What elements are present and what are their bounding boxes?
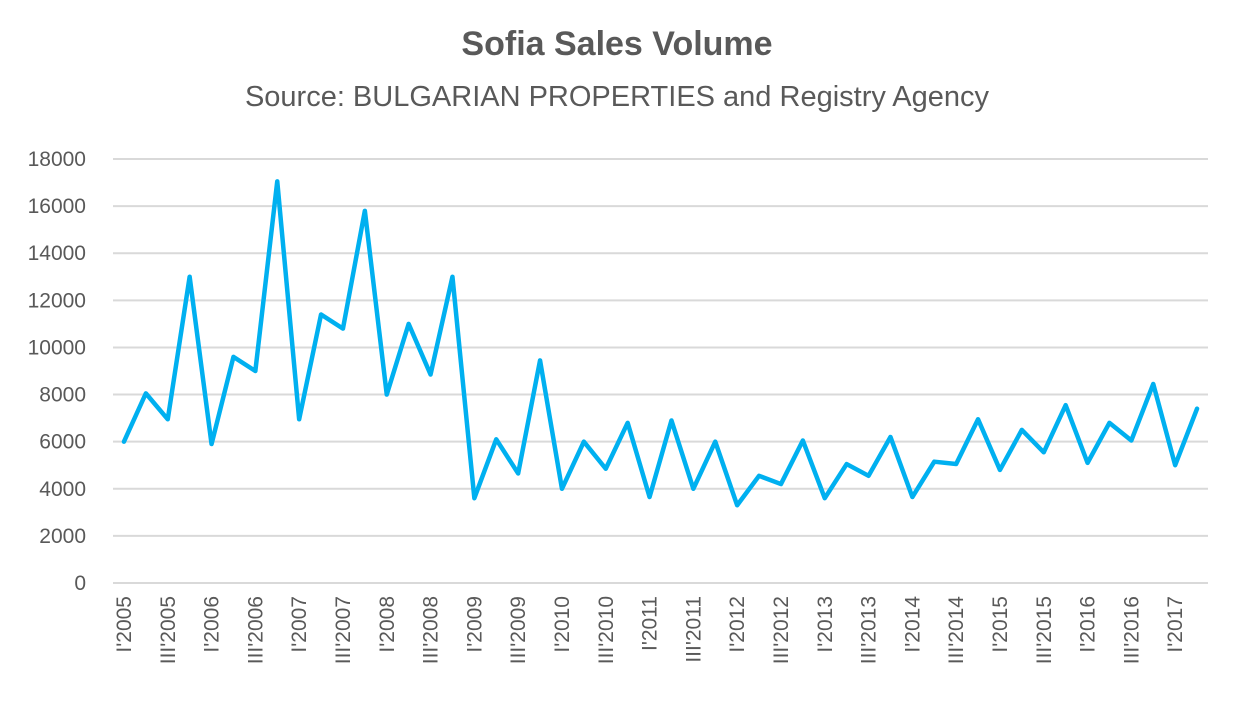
x-tick-label: III'2006: [244, 596, 267, 664]
x-tick-label: III'2010: [595, 596, 618, 664]
y-tick-label: 4000: [39, 478, 86, 501]
x-tick-label: I'2015: [989, 596, 1012, 653]
y-tick-label: 12000: [28, 289, 86, 312]
x-tick-label: III'2011: [682, 596, 705, 663]
x-tick-label: I'2010: [551, 596, 574, 653]
x-tick-label: I'2005: [113, 596, 136, 653]
x-tick-label: I'2007: [288, 596, 311, 653]
x-tick-label: I'2013: [814, 596, 837, 653]
x-tick-label: III'2009: [507, 596, 530, 664]
x-tick-label: I'2011: [639, 596, 662, 651]
x-tick-label: I'2009: [463, 596, 486, 653]
y-tick-label: 0: [74, 572, 86, 595]
x-tick-label: I'2012: [726, 596, 749, 653]
y-tick-label: 8000: [39, 384, 86, 407]
x-tick-label: III'2007: [332, 596, 355, 664]
x-tick-label: III'2013: [858, 596, 881, 664]
x-tick-label: I'2016: [1077, 596, 1100, 653]
chart-subtitle: Source: BULGARIAN PROPERTIES and Registr…: [245, 81, 990, 113]
x-tick-label: III'2016: [1120, 596, 1143, 664]
x-tick-label: III'2014: [945, 596, 968, 665]
chart-title: Sofia Sales Volume: [461, 25, 772, 63]
x-tick-label: I'2008: [376, 596, 399, 653]
y-tick-label: 14000: [28, 242, 86, 265]
y-axis-ticks: 0 2000 4000 6000 8000 10000 12000 14000 16000 180…: [28, 148, 86, 595]
gridlines: [113, 158, 1208, 584]
y-tick-label: 2000: [39, 525, 86, 548]
series-layer: [121, 179, 1200, 508]
y-tick-label: 10000: [28, 336, 86, 359]
series-line: [121, 179, 1200, 508]
x-tick-label: III'2015: [1033, 596, 1056, 664]
y-tick-label: 16000: [28, 195, 86, 218]
x-tick-label: I'2006: [201, 596, 224, 653]
x-tick-label: I'2014: [901, 596, 924, 653]
y-tick-label: 18000: [28, 148, 86, 171]
x-axis-ticks: I'2005 III'2005 I'2006 III'2006 I'2007 III'20…: [113, 596, 1187, 665]
x-tick-label: I'2017: [1164, 596, 1187, 653]
y-tick-label: 6000: [39, 431, 86, 454]
x-tick-label: III'2005: [157, 596, 180, 664]
x-tick-label: III'2008: [420, 596, 443, 664]
x-tick-label: III'2012: [770, 596, 793, 664]
